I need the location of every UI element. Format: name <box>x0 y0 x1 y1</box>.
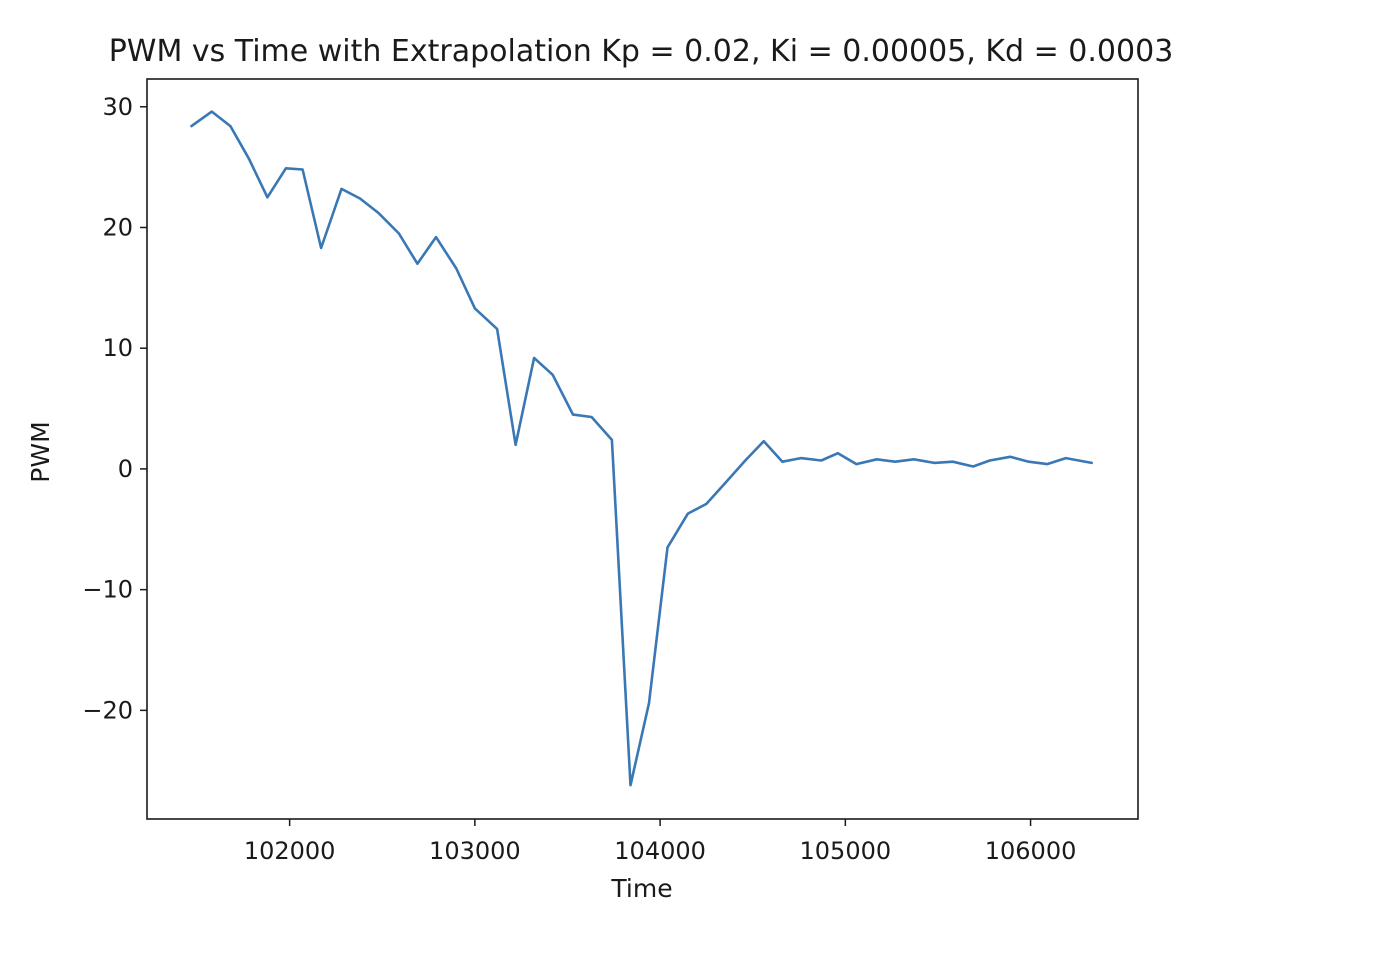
x-tick-label: 105000 <box>800 837 892 865</box>
y-axis: 30 20 10 0 −10 −20 <box>82 93 147 724</box>
y-tick-label: 30 <box>102 93 133 121</box>
plot-area <box>190 110 1093 787</box>
x-tick-label: 102000 <box>244 837 336 865</box>
pwm-series-line <box>190 110 1093 787</box>
y-tick-label: 10 <box>102 334 133 362</box>
y-tick-label: −10 <box>82 576 133 604</box>
x-tick-label: 106000 <box>985 837 1077 865</box>
y-axis-label: PWM <box>26 421 55 482</box>
chart-title: PWM vs Time with Extrapolation Kp = 0.02… <box>109 34 1174 69</box>
x-axis-label: Time <box>610 874 672 903</box>
plot-frame <box>146 78 1139 820</box>
y-tick-label: 20 <box>102 213 133 241</box>
x-tick-label: 103000 <box>429 837 521 865</box>
y-tick-label: 0 <box>118 455 133 483</box>
x-tick-label: 104000 <box>614 837 706 865</box>
y-tick-label: −20 <box>82 696 133 724</box>
x-axis: 102000 103000 104000 105000 106000 <box>244 819 1077 865</box>
